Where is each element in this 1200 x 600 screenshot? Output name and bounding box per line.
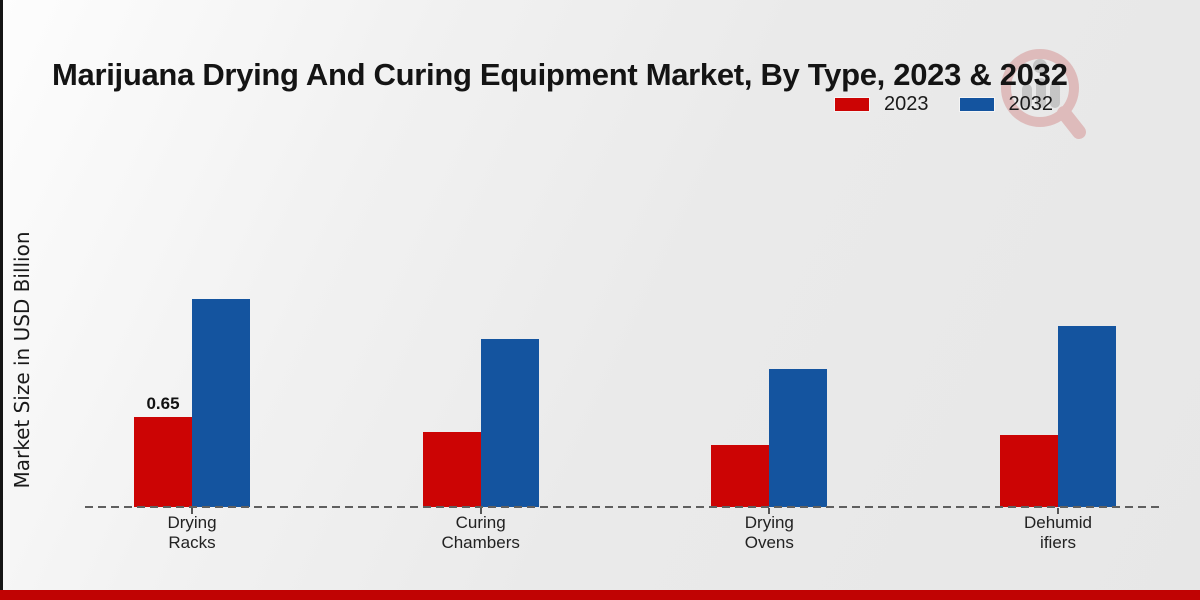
legend-item-2023: 2023 xyxy=(834,93,929,116)
legend-label-2032: 2032 xyxy=(1008,93,1054,115)
x-axis-tick-drying-racks xyxy=(191,508,193,514)
left-edge-strip xyxy=(0,0,3,590)
bar-2032-curing-chambers xyxy=(480,339,539,507)
x-axis-tick-curing-chambers xyxy=(479,508,482,514)
bar-2032-drying-ovens xyxy=(769,368,828,507)
legend-swatch-2032 xyxy=(958,97,995,112)
y-axis-label: Market Size in USD Billion xyxy=(10,231,34,489)
x-axis-baseline xyxy=(85,506,1163,508)
legend-label-2023: 2023 xyxy=(884,93,929,115)
data-label-2023-drying-racks: 0.65 xyxy=(146,394,180,413)
legend-item-2032: 2032 xyxy=(958,93,1054,116)
x-axis-tick-drying-ovens xyxy=(768,508,771,514)
category-label-drying-racks: Drying Racks xyxy=(167,513,217,552)
bar-2023-curing-chambers xyxy=(422,432,481,507)
legend: 2023 2032 xyxy=(834,93,1053,116)
bar-2023-drying-racks xyxy=(134,417,192,507)
x-axis-tick-dehumidifiers xyxy=(1057,508,1059,514)
magnifier-research-logo-icon xyxy=(1001,49,1086,139)
chart-title: Marijuana Drying And Curing Equipment Ma… xyxy=(52,56,1068,92)
bar-2023-drying-ovens xyxy=(711,444,770,507)
footer-accent-band xyxy=(0,590,1200,600)
legend-swatch-2023 xyxy=(834,97,870,112)
bar-2032-dehumidifiers xyxy=(1058,325,1116,507)
category-label-drying-ovens: Drying Ovens xyxy=(744,513,794,552)
bar-2032-drying-racks xyxy=(192,299,250,507)
bar-2023-dehumidifiers xyxy=(1000,435,1058,507)
category-label-dehumidifiers: Dehumid ifiers xyxy=(1023,513,1093,552)
category-label-curing-chambers: Curing Chambers xyxy=(441,513,520,552)
